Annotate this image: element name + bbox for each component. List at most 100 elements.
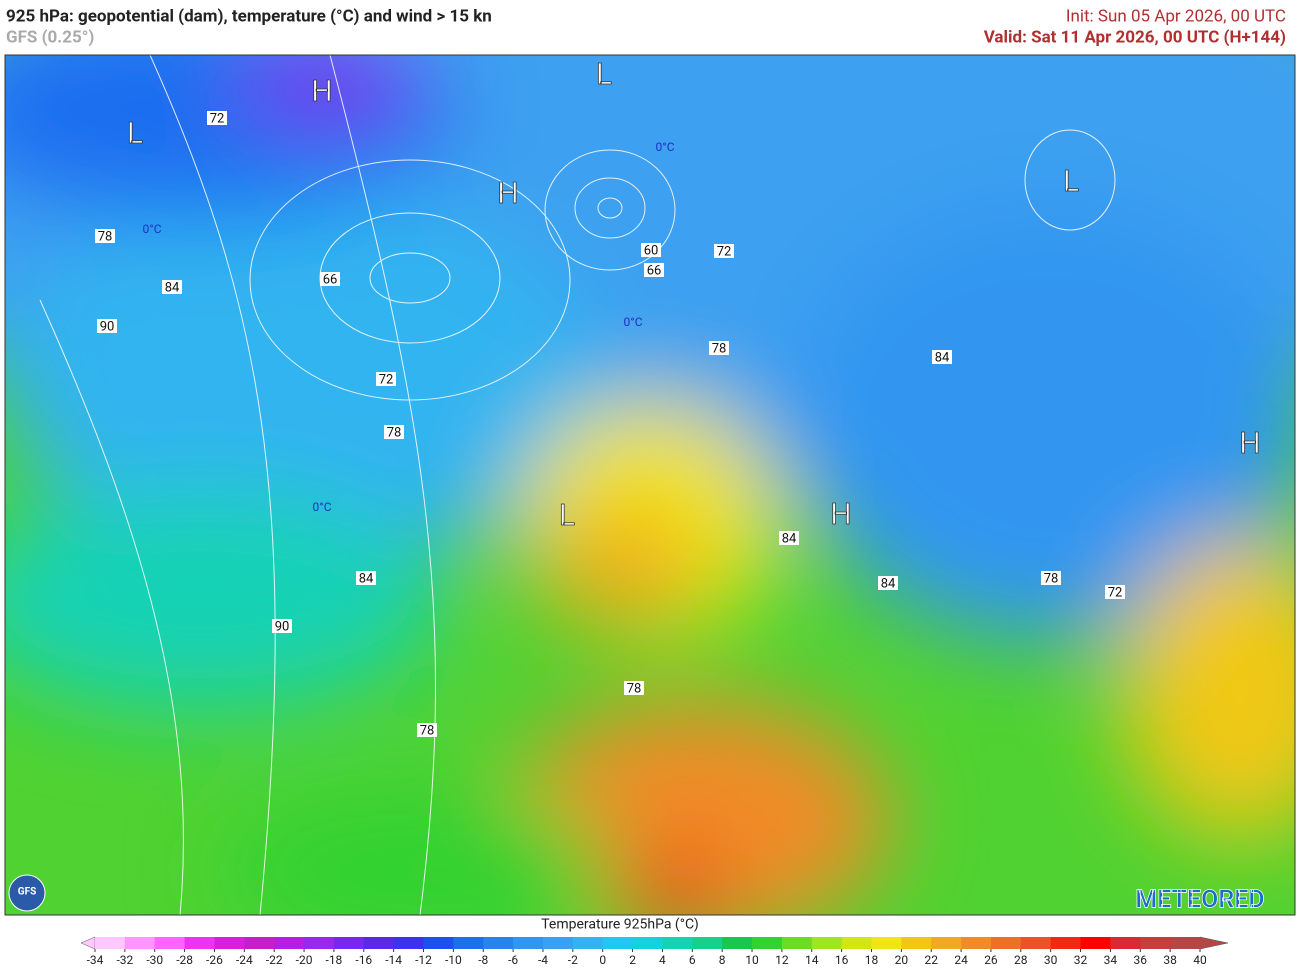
colorbar-swatch xyxy=(752,937,783,949)
colorbar-tick-label: -16 xyxy=(355,953,372,967)
contour-label-bg xyxy=(644,263,664,277)
colorbar-tick-label: 14 xyxy=(805,953,819,967)
colorbar-swatch xyxy=(453,937,484,949)
contour-label-bg xyxy=(356,571,376,585)
init-time: Init: Sun 05 Apr 2026, 00 UTC xyxy=(1066,6,1286,26)
colorbar-tick-label: -6 xyxy=(508,953,518,967)
pressure-centre: H xyxy=(830,497,851,532)
colorbar-swatch xyxy=(990,937,1022,949)
colorbar-swatch xyxy=(1050,937,1082,949)
colorbar-tick-label: -12 xyxy=(415,953,432,967)
colorbar-tick-label: -14 xyxy=(385,953,402,967)
contour-label-bg xyxy=(624,681,644,695)
map xyxy=(5,55,1295,915)
contour-label: 90 xyxy=(275,619,290,634)
colorbar-tick-label: 10 xyxy=(745,953,759,967)
contour-label-bg xyxy=(97,319,117,333)
colorbar-tick-label: 2 xyxy=(629,953,636,967)
contour-label: 78 xyxy=(1044,571,1059,586)
colorbar-swatch xyxy=(811,937,843,949)
contour-label: 66 xyxy=(647,263,662,278)
contour-label: 78 xyxy=(98,229,113,244)
colorbar-tick-label: -8 xyxy=(478,953,488,967)
pressure-centre: H xyxy=(311,74,332,109)
colorbar-swatch xyxy=(1140,937,1171,949)
colorbar-tick-label: 6 xyxy=(689,953,696,967)
valid-time: Valid: Sat 11 Apr 2026, 00 UTC (H+144) xyxy=(984,27,1286,47)
colorbar-tick-label: 16 xyxy=(835,953,849,967)
isotherm-label: 0°C xyxy=(623,315,642,329)
colorbar-swatch xyxy=(781,937,813,949)
colorbar-tick-label: -34 xyxy=(87,953,104,967)
colorbar-arrow xyxy=(1199,936,1229,950)
colorbar-tick-label: -4 xyxy=(538,953,548,967)
colorbar-swatch xyxy=(244,937,275,949)
contour-label-bg xyxy=(1105,585,1125,599)
colorbar-tick-label: 0 xyxy=(599,953,606,967)
colorbar-swatch xyxy=(602,937,634,949)
colorbar-swatch xyxy=(632,937,663,949)
colorbar-tick-label: 8 xyxy=(719,953,726,967)
colorbar-tick-label: -10 xyxy=(445,953,462,967)
colorbar-swatch xyxy=(274,937,305,949)
colorbar-swatch xyxy=(124,937,156,949)
colorbar-tick-label: 40 xyxy=(1193,953,1207,967)
colorbar-tick-label: 24 xyxy=(954,953,968,967)
colorbar-tick-label: -2 xyxy=(568,953,578,967)
colorbar-tick-label: -26 xyxy=(206,953,223,967)
colorbar-swatch xyxy=(184,937,215,949)
colorbar-tick-label: -32 xyxy=(116,953,133,967)
colorbar-swatch xyxy=(363,937,395,949)
colorbar-swatch xyxy=(1080,937,1111,949)
contour-label-bg xyxy=(932,350,952,364)
contour-label-bg xyxy=(779,531,799,545)
colorbar-swatch xyxy=(423,937,454,949)
contour-label-bg xyxy=(320,272,340,286)
title: 925 hPa: geopotential (dam), temperature… xyxy=(6,6,492,26)
colorbar-tick-label: 28 xyxy=(1014,953,1028,967)
colorbar-tick-label: -20 xyxy=(296,953,313,967)
colorbar-tick-label: 12 xyxy=(775,953,789,967)
isotherm-label: 0°C xyxy=(142,222,161,236)
contour-label-bg xyxy=(417,723,437,737)
colorbar-swatch xyxy=(841,937,872,949)
contour-label-bg xyxy=(207,111,227,125)
model-logo-badge xyxy=(8,874,46,912)
colorbar-swatch xyxy=(214,937,245,949)
contour-label-bg xyxy=(1041,571,1061,585)
contour-label: 84 xyxy=(165,280,180,295)
colorbar-swatch xyxy=(901,937,932,949)
colorbar-swatch xyxy=(1020,937,1052,949)
contour-label: 78 xyxy=(387,425,402,440)
contour-label: 72 xyxy=(379,372,394,387)
contour-label: 84 xyxy=(881,576,896,591)
colorbar-swatch xyxy=(95,937,126,949)
contour-label: 84 xyxy=(359,571,374,586)
colorbar-swatch xyxy=(572,937,604,949)
brand-logo: METEORED xyxy=(1135,886,1264,915)
pressure-centre: H xyxy=(497,176,518,211)
colorbar-swatch xyxy=(1110,937,1141,949)
contour-label: 90 xyxy=(100,319,115,334)
contour-label-bg xyxy=(95,229,115,243)
contour-label-bg xyxy=(384,425,404,439)
colorbar-swatch xyxy=(542,937,574,949)
colorbar-tick-label: 4 xyxy=(659,953,666,967)
colorbar-swatch xyxy=(961,937,992,949)
pressure-centre: H xyxy=(1239,426,1260,461)
contour-label-bg xyxy=(641,243,661,257)
contour-label: 84 xyxy=(935,350,950,365)
colorbar-tick-label: 30 xyxy=(1044,953,1058,967)
contour-label-bg xyxy=(272,619,292,633)
contour-label: 78 xyxy=(712,341,727,356)
colorbar-tick-label: 38 xyxy=(1163,953,1177,967)
contour-label: 66 xyxy=(323,272,338,287)
model: GFS (0.25°) xyxy=(6,27,94,47)
contour-label: 72 xyxy=(1108,585,1123,600)
contour-label-bg xyxy=(162,280,182,294)
colorbar-tick-label: -18 xyxy=(326,953,343,967)
contour-label: 60 xyxy=(644,243,659,258)
colorbar-swatch xyxy=(513,937,544,949)
pressure-centre: L xyxy=(596,57,612,92)
